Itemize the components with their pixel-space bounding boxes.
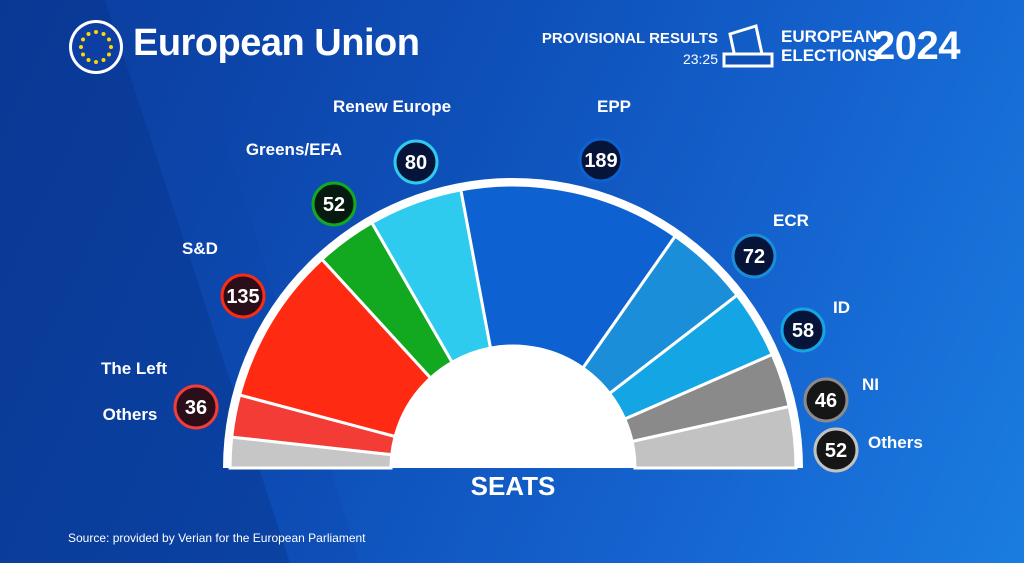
party-label-the-left-left: The Left [101, 359, 167, 378]
seat-count-others-right: 52 [825, 440, 847, 462]
eu-flag-icon [69, 20, 123, 74]
elections-line-2: ELECTIONS [781, 46, 879, 65]
page-title: European Union [133, 22, 420, 64]
seat-badge-s-d-left [220, 273, 266, 319]
party-label-epp-right: EPP [597, 97, 631, 116]
seat-count-ni-right: 46 [815, 390, 837, 412]
seat-count-s-d-left: 135 [226, 286, 259, 308]
segment-others-right [630, 404, 798, 470]
party-label-ni-right: NI [862, 375, 879, 394]
party-label-id-right: ID [833, 298, 850, 317]
total-label: SEATS [471, 471, 556, 501]
elections-line-1: EUROPEAN [781, 27, 878, 46]
seat-count-the-left-left: 36 [185, 397, 207, 419]
party-label-others-left: Others [103, 405, 158, 424]
election-year: 2024 [873, 24, 960, 68]
seat-count-greens-efa-left: 52 [323, 194, 345, 216]
seat-badge-renew-europe-left [393, 139, 439, 185]
seat-badge-others-right [813, 427, 859, 473]
party-label-others-right: Others [868, 433, 923, 452]
chart-segments [223, 178, 803, 470]
seat-badge-epp-right [578, 137, 624, 183]
segment-epp-right [459, 183, 678, 371]
seat-count-epp-right: 189 [584, 150, 617, 172]
party-label-ecr-right: ECR [773, 211, 809, 230]
seat-badge-ecr-right [731, 233, 777, 279]
elections-label: EUROPEAN ELECTIONS [781, 27, 878, 65]
ballot-box-icon [722, 24, 774, 68]
seat-count-id-right: 58 [792, 320, 814, 342]
seat-badge-ni-right [803, 377, 849, 423]
seat-badge-id-right [780, 307, 826, 353]
chart-labels: Others The Left 36 S&D 135 Greens/EFA 52 Renew … [101, 97, 923, 473]
seat-badge-greens-efa-left [311, 181, 357, 227]
timestamp: 23:25 [682, 51, 718, 67]
party-label-greens-efa-left: Greens/EFA [246, 140, 342, 159]
seat-badge-the-left-left [173, 384, 219, 430]
party-label-renew-europe-left: Renew Europe [333, 97, 451, 116]
total-seats: 720 [471, 419, 554, 475]
source-note: Source: provided by Verian for the Europ… [68, 531, 366, 545]
party-label-s-d-left: S&D [182, 239, 218, 258]
seat-count-renew-europe-left: 80 [405, 152, 427, 174]
status-label: PROVISIONAL RESULTS [541, 30, 718, 47]
seat-count-ecr-right: 72 [743, 246, 765, 268]
provisional-block: PROVISIONAL RESULTS 23:25 [542, 30, 718, 67]
